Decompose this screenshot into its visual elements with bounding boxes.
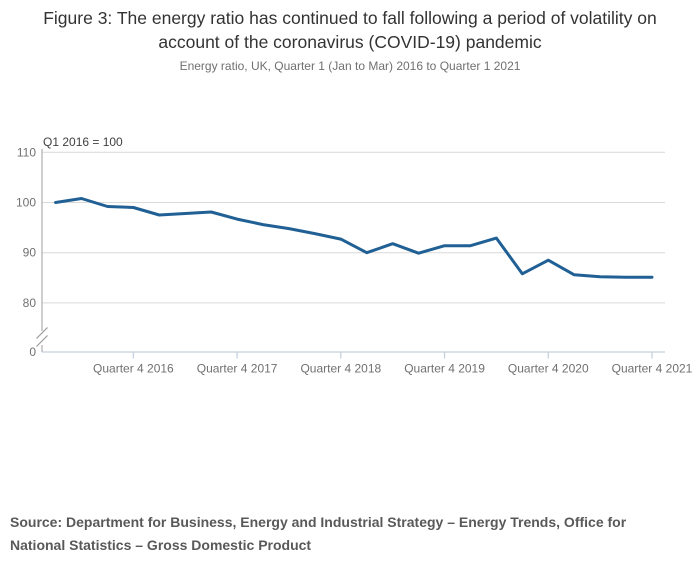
y-axis-tick-label: 90	[23, 246, 37, 260]
x-axis-tick-label: Quarter 4 2017	[197, 362, 278, 376]
x-axis-tick-label: Quarter 4 2021	[612, 362, 693, 376]
y-axis-break-mark	[36, 327, 48, 339]
y-axis-tick-label: 100	[16, 196, 36, 210]
y-axis-tick-label: 110	[17, 145, 36, 159]
source-note: Source: Department for Business, Energy …	[10, 514, 627, 553]
y-axis-tick-label: 0	[29, 345, 36, 359]
baseline-annotation: Q1 2016 = 100	[43, 135, 123, 149]
x-axis-tick-label: Quarter 4 2018	[300, 362, 381, 376]
y-axis-break-mark	[36, 335, 48, 347]
figure-title: Figure 3: The energy ratio has continued…	[43, 8, 657, 52]
x-axis-tick-label: Quarter 4 2016	[93, 362, 174, 376]
x-axis-tick-label: Quarter 4 2020	[508, 362, 589, 376]
figure-subtitle: Energy ratio, UK, Quarter 1 (Jan to Mar)…	[179, 59, 521, 73]
energy-ratio-series-line	[54, 197, 654, 279]
y-axis-tick-label: 80	[23, 296, 37, 310]
energy-ratio-line-chart: 110 100 90 80 0 Quarter 4 2016 Quarter 4 2017 Q…	[16, 135, 693, 376]
x-axis-tick-label: Quarter 4 2019	[404, 362, 485, 376]
